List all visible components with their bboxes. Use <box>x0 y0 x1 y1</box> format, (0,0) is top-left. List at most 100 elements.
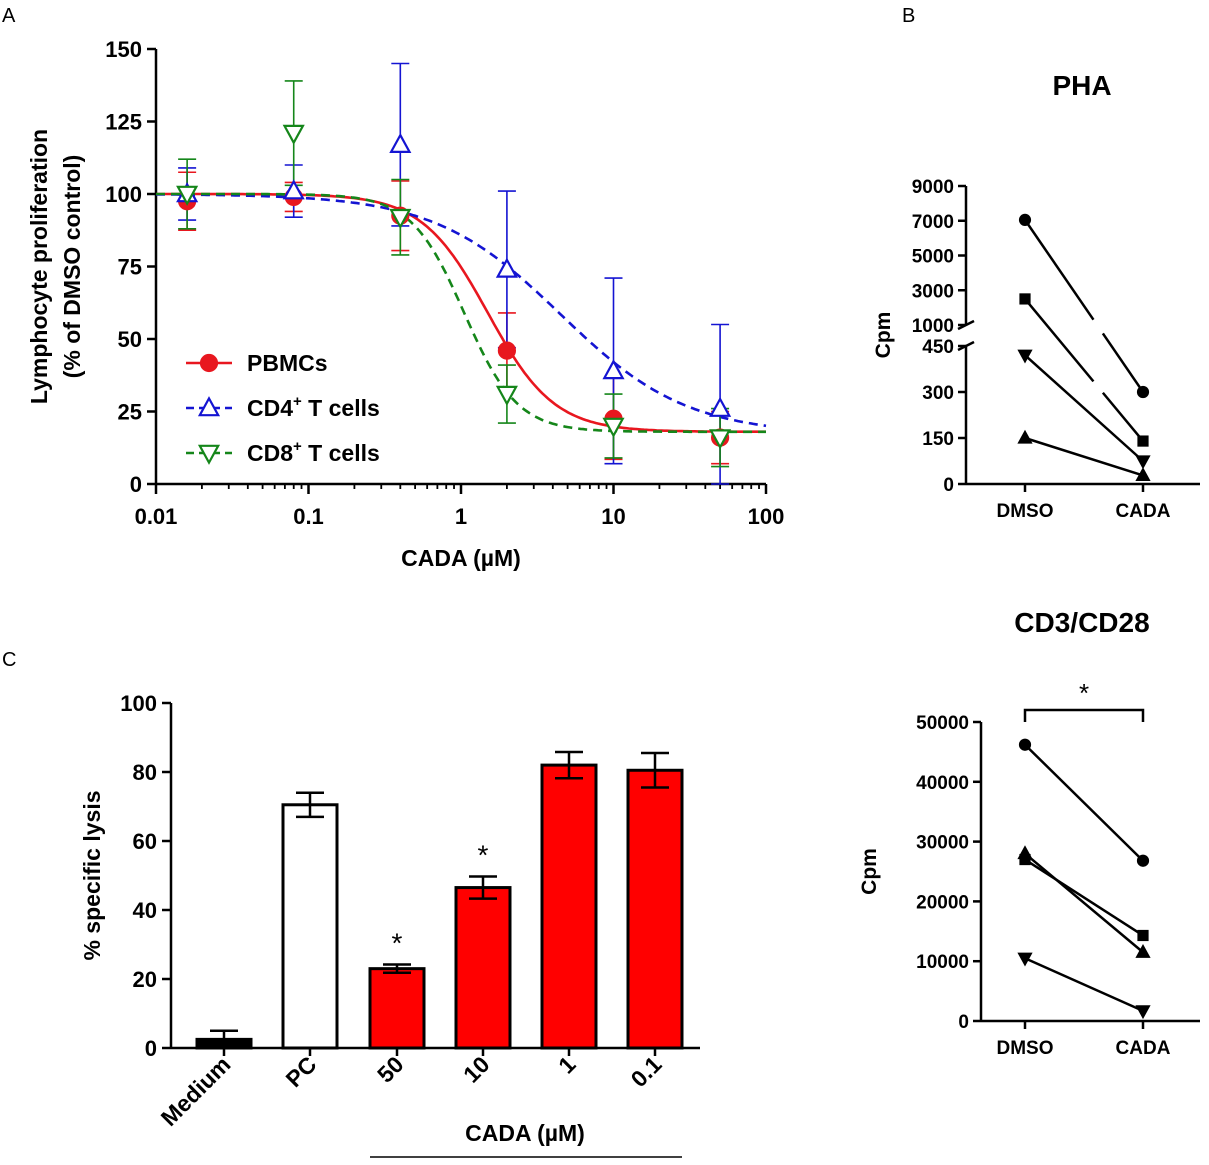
chart-dose-response: 0 25 50 75 100 125 150 0.01 0.1 1 10 100 CADA (µM) Ly… <box>26 37 784 571</box>
data-point <box>1135 467 1151 482</box>
y-tick-label: 20000 <box>916 892 969 913</box>
data-point <box>1137 929 1149 942</box>
x-tick-label: 0.1 <box>626 1051 667 1092</box>
data-point-cd8 <box>389 208 412 230</box>
x-axis-title: CADA (µM) <box>401 545 521 571</box>
bar <box>454 886 512 1050</box>
pair-line <box>1024 298 1095 383</box>
data-point <box>1135 455 1151 470</box>
x-tick-label: CADA <box>1116 1038 1171 1059</box>
y-tick-label: 0 <box>943 475 954 496</box>
y-tick-label: 0 <box>958 1012 969 1033</box>
y-axis-title-2: (% of DMSO control) <box>59 155 85 379</box>
data-point-cd8 <box>495 385 518 406</box>
pair-line <box>1023 219 1095 321</box>
chart-specific-lysis: 0 20 40 60 80 100 % specific lysis Medium PC * 50 *… <box>79 691 700 1158</box>
fit-curve-pbmc <box>156 192 766 433</box>
legend-label-rest: T cells <box>302 440 380 466</box>
x-tick-label: PC <box>281 1051 322 1092</box>
y-tick-label: 30000 <box>916 833 969 854</box>
data-point-cd4 <box>602 359 625 380</box>
data-point-cd4 <box>709 396 732 417</box>
bar <box>281 803 339 1050</box>
fit-curve-cd4 <box>156 193 767 428</box>
data-point <box>1136 385 1150 399</box>
chart-title: CD3/CD28 <box>1014 607 1149 638</box>
pair-line <box>1024 858 1144 937</box>
legend-label-name: CD8 <box>247 440 293 466</box>
pair-line <box>1101 332 1145 393</box>
y-axis-title: Cpm <box>872 312 895 359</box>
pair-line <box>1101 391 1144 442</box>
pair-line <box>1024 957 1144 1012</box>
x-tick-label: 1 <box>455 504 467 529</box>
data-point <box>1018 738 1032 751</box>
y-tick-label: 100 <box>105 182 142 207</box>
data-point <box>1017 845 1033 860</box>
significance-star: * <box>478 840 489 871</box>
legend-label-cd4: CD4+ T cells <box>247 393 380 421</box>
data-point <box>1017 349 1033 364</box>
y-tick-label: 25 <box>118 400 142 425</box>
y-axis-title: Cpm <box>858 848 881 895</box>
group-label: CADA (µM) <box>465 1120 585 1146</box>
panel-label-c: C <box>2 649 16 671</box>
x-tick-label: Medium <box>156 1051 236 1131</box>
pair-line <box>1024 354 1144 462</box>
significance-star: * <box>1079 678 1089 708</box>
x-tick-label: 10 <box>458 1051 494 1087</box>
y-tick-label: 40000 <box>916 773 969 794</box>
y-tick-label: 150 <box>105 37 142 62</box>
chart-cd3cd28-cpm: CD3/CD28 0 10000 20000 30000 40000 50000 Cpm * DM… <box>858 607 1200 1059</box>
x-tick-label: 1 <box>553 1051 581 1079</box>
y-tick-label: 125 <box>105 110 142 135</box>
legend-label-cd8: CD8+ T cells <box>247 438 380 466</box>
x-tick-label: 10 <box>601 504 625 529</box>
x-tick-label: CADA <box>1116 501 1171 522</box>
x-tick-label: DMSO <box>997 1038 1054 1059</box>
data-point-pbmc <box>497 341 517 360</box>
data-point <box>1136 854 1150 867</box>
y-tick-label: 0 <box>130 472 142 497</box>
y-tick-label: 50000 <box>916 713 969 734</box>
pair-line <box>1024 743 1144 862</box>
chart-title: PHA <box>1052 70 1111 101</box>
y-tick-label: 20 <box>133 967 157 992</box>
data-point-cd8 <box>709 429 732 450</box>
pair-line <box>1024 852 1144 954</box>
data-point-cd4 <box>495 257 518 278</box>
y-tick-label: 40 <box>133 898 157 923</box>
legend-marker-cd8 <box>197 444 221 465</box>
data-point <box>1017 429 1033 444</box>
legend-label-sup: + <box>293 393 302 410</box>
y-tick-label: 75 <box>118 255 142 280</box>
y-tick-label: 100 <box>120 691 157 716</box>
y-tick-label: 7000 <box>912 212 954 233</box>
significance-bracket <box>1023 708 1145 722</box>
legend-label-rest: T cells <box>302 395 380 421</box>
panel-label-a: A <box>2 5 16 27</box>
y-axis-title: % specific lysis <box>79 790 105 960</box>
y-tick-label: 10000 <box>916 952 969 973</box>
x-tick-label: DMSO <box>997 501 1054 522</box>
legend-label-sup: + <box>293 438 302 455</box>
y-tick-label: 1000 <box>912 316 954 337</box>
y-tick-label: 9000 <box>912 177 954 198</box>
data-point-cd4 <box>282 179 305 200</box>
panel-label-b: B <box>902 5 915 27</box>
legend-label-name: CD4 <box>247 395 293 421</box>
y-tick-label: 300 <box>922 383 954 404</box>
legend-label-pbmc: PBMCs <box>247 350 328 376</box>
data-point-cd8 <box>176 185 199 206</box>
chart-pha-cpm: PHA 1000 3000 5000 7000 9000 0 150 300 450 Cpm DMSO… <box>872 70 1200 522</box>
significance-star: * <box>392 928 403 959</box>
data-point <box>1019 293 1031 305</box>
pair-line <box>1024 436 1144 477</box>
data-point-cd4 <box>389 132 412 153</box>
y-tick-label: 0 <box>145 1036 157 1061</box>
legend-marker-pbmc <box>199 353 219 373</box>
y-tick-label: 450 <box>922 337 954 358</box>
x-tick-label: 0.01 <box>135 504 178 529</box>
